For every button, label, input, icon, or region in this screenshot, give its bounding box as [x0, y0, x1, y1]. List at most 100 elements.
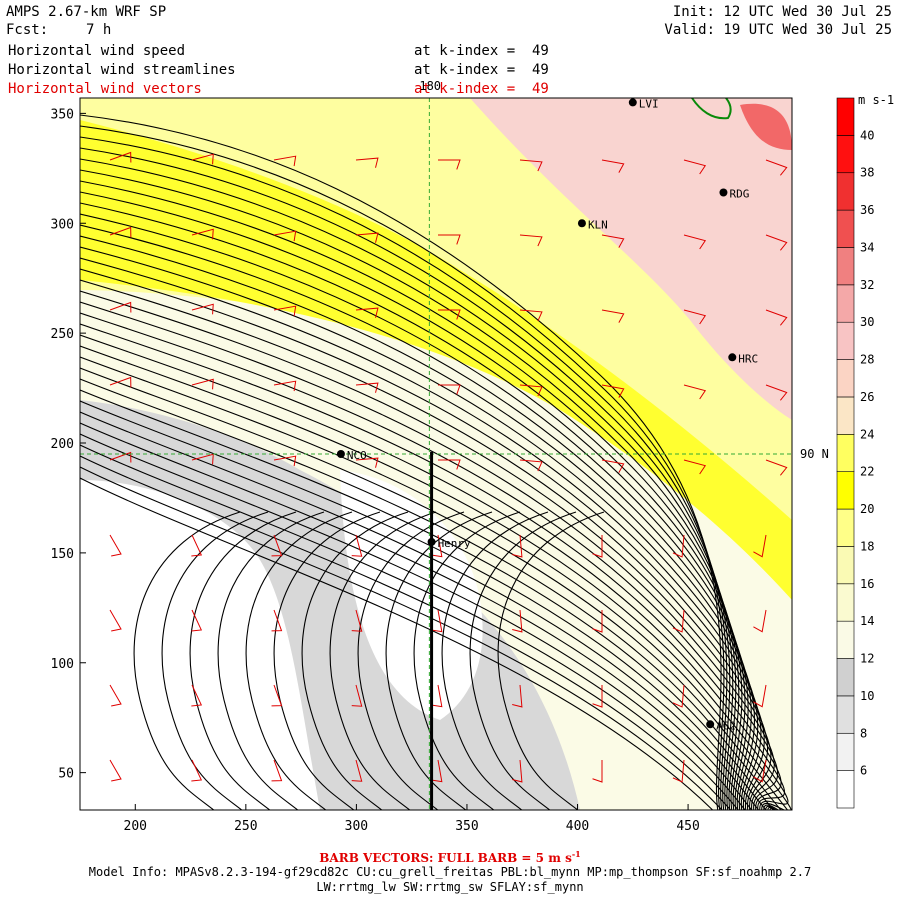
streamline	[80, 444, 739, 810]
colorbar-label: 16	[860, 577, 874, 591]
wind-barb	[431, 759, 443, 783]
wind-barb	[109, 684, 122, 707]
streamline	[80, 169, 737, 810]
wind-barb	[271, 609, 283, 632]
wind-barb	[355, 382, 379, 393]
streamline	[80, 246, 759, 810]
wind-barb	[431, 684, 443, 708]
streamline	[80, 345, 789, 810]
x-tick-label: 200	[124, 819, 147, 834]
wind-barb	[765, 384, 788, 401]
colorbar-label: 20	[860, 502, 874, 516]
streamline-u	[357, 511, 465, 810]
streamline	[80, 323, 782, 810]
station-label-rdg: RDG	[729, 187, 749, 200]
x-tick-label: 450	[676, 819, 699, 834]
streamline-u	[413, 511, 521, 810]
wind-barb	[512, 534, 523, 558]
field-name-streamlines: Horizontal wind streamlines	[8, 62, 236, 78]
streamline-u	[329, 511, 437, 810]
wind-barb	[109, 376, 132, 388]
station-marker-rdg	[719, 188, 728, 197]
barb-note: BARB VECTORS: FULL BARB = 5 m s-1	[0, 848, 900, 865]
wind-barbs	[109, 151, 788, 783]
station-marker-lvi	[628, 98, 637, 107]
colorbar-swatch	[836, 97, 855, 136]
y-tick-label: 350	[51, 107, 74, 122]
streamline	[80, 378, 782, 810]
shade-strong-yellow	[80, 120, 792, 600]
wind-barb	[271, 684, 283, 707]
streamline	[80, 147, 731, 810]
field-name-speed: Horizontal wind speed	[8, 43, 186, 59]
wind-barb	[273, 380, 297, 392]
colorbar-swatch	[836, 172, 855, 211]
stations-layer: NCO Henry KLN RDG HRC AG2 LVI	[336, 97, 758, 732]
streamline	[80, 257, 762, 810]
station-label-ag2: AG2	[716, 719, 736, 732]
wind-barb	[355, 307, 379, 318]
streamline	[80, 455, 732, 810]
colorbar-label: 30	[860, 315, 874, 329]
wind-barb	[512, 684, 523, 708]
streamline	[80, 235, 756, 810]
station-marker-henry	[427, 537, 436, 546]
colorbar-swatch	[836, 508, 855, 547]
wind-barb	[191, 534, 203, 557]
wind-barb	[672, 609, 685, 633]
streamline-u	[189, 511, 297, 810]
map-plot-area	[80, 98, 792, 810]
x-axis-ticks: 200 250 300 350 400 450	[124, 804, 700, 834]
wind-barb	[601, 159, 625, 173]
station-label-hrc: HRC	[738, 352, 758, 365]
wind-barb	[431, 609, 443, 633]
wind-barb	[672, 759, 685, 783]
wind-barb	[355, 232, 379, 243]
wind-barb	[191, 609, 203, 632]
wind-barb	[765, 159, 788, 176]
station-label-henry: Henry	[438, 537, 471, 550]
wind-barb	[519, 159, 543, 172]
streamline-u	[441, 511, 549, 810]
streamline	[80, 334, 786, 810]
streamline	[80, 400, 776, 810]
wind-barb	[683, 309, 707, 325]
colorbar-swatch	[836, 284, 855, 323]
wind-barb	[672, 684, 685, 708]
colorbar-swatch	[836, 620, 855, 659]
colorbar-swatch	[836, 209, 855, 248]
colorbar-label: 38	[860, 166, 874, 180]
wind-barb	[351, 759, 363, 782]
streamline	[80, 466, 723, 810]
barb-note-exponent: -1	[571, 849, 581, 859]
wind-barb	[351, 534, 363, 557]
wind-barb	[109, 226, 132, 238]
parallel-label: 90 N	[800, 447, 829, 461]
y-axis-ticks: 50 100 150 200 250 300 350	[51, 107, 86, 782]
valid-time: Valid: 19 UTC Wed 30 Jul 25	[664, 22, 892, 38]
colorbar-label: 8	[860, 726, 867, 740]
wind-barb	[438, 309, 461, 320]
wind-barb	[765, 459, 788, 476]
y-tick-label: 50	[58, 767, 74, 782]
wind-barb	[109, 759, 122, 782]
wind-barb	[519, 309, 543, 322]
streamline	[80, 268, 765, 810]
wind-barb	[765, 309, 788, 326]
colorbar-swatch	[836, 359, 855, 398]
station-marker-kln	[577, 219, 586, 228]
wind-barb	[109, 301, 132, 313]
streamline	[80, 389, 776, 810]
wind-barb	[683, 159, 707, 175]
wind-barb	[601, 309, 625, 323]
wind-barb	[273, 230, 297, 242]
streamline-u	[273, 511, 381, 810]
wind-barb	[683, 384, 707, 400]
station-marker-hrc	[728, 353, 737, 362]
wind-barb	[109, 451, 132, 463]
streamline	[80, 224, 752, 810]
station-label-lvi: LVI	[639, 97, 659, 110]
wind-barb	[191, 378, 214, 390]
colorbar-label: 14	[860, 614, 874, 628]
